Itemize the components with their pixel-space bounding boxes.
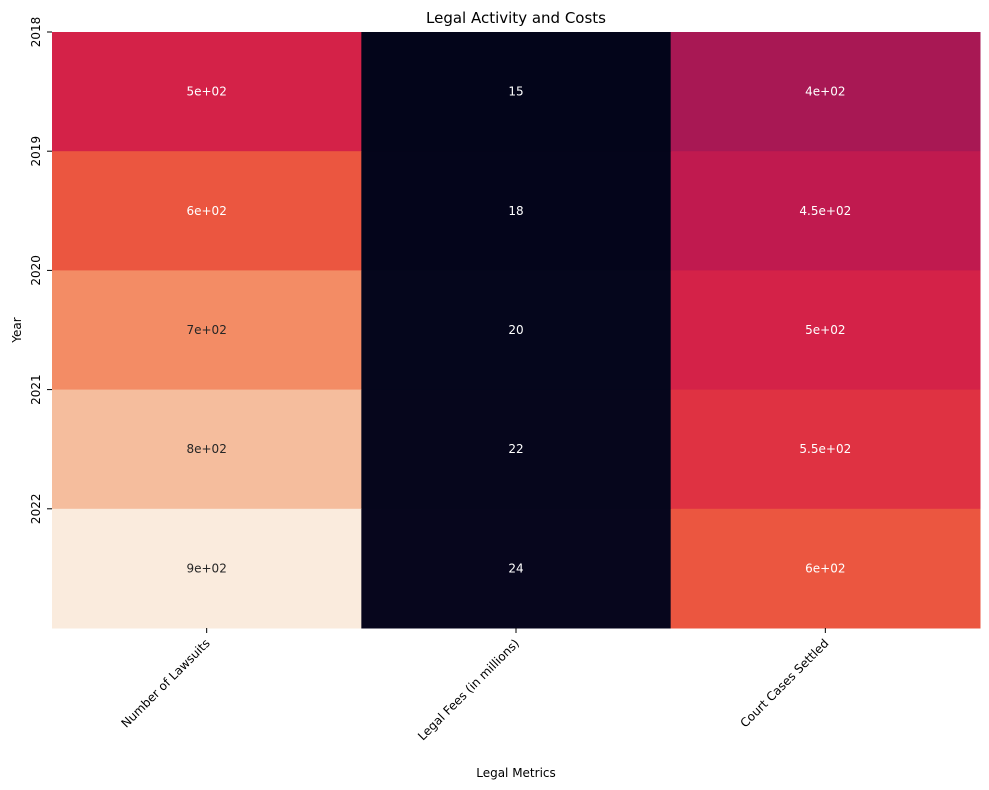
cell-value-label: 22 bbox=[508, 442, 523, 456]
y-tick-label: 2018 bbox=[29, 17, 43, 48]
heatmap-cell bbox=[52, 32, 362, 152]
x-tick-label: Legal Fees (in millions) bbox=[415, 636, 522, 743]
y-axis: 2018 2019 2020 2021 2022 bbox=[29, 17, 52, 524]
x-axis: Number of Lawsuits Legal Fees (in million… bbox=[118, 628, 831, 743]
cell-value-label: 8e+02 bbox=[186, 442, 226, 456]
cell-value-label: 7e+02 bbox=[186, 323, 226, 337]
y-tick-label: 2022 bbox=[29, 494, 43, 525]
cell-value-label: 5.5e+02 bbox=[799, 442, 851, 456]
x-axis-label: Legal Metrics bbox=[476, 766, 556, 780]
heatmap-cell bbox=[670, 389, 981, 510]
cell-value-label: 5e+02 bbox=[186, 85, 226, 99]
y-axis-label: Year bbox=[10, 317, 24, 343]
heatmap-cell bbox=[52, 389, 362, 510]
heatmap-cell bbox=[670, 151, 981, 271]
heatmap-cell bbox=[52, 151, 362, 271]
heatmap-cell bbox=[361, 151, 672, 271]
heatmap-cell bbox=[52, 270, 362, 391]
x-tick-label: Court Cases Settled bbox=[737, 636, 831, 730]
cell-value-label: 24 bbox=[508, 561, 523, 575]
heatmap-cell bbox=[670, 270, 981, 391]
y-tick-label: 2020 bbox=[29, 255, 43, 286]
cell-value-label: 20 bbox=[508, 323, 523, 337]
heatmap-cell bbox=[361, 32, 672, 152]
cell-value-label: 4.5e+02 bbox=[799, 204, 851, 218]
cell-value-label: 4e+02 bbox=[805, 85, 845, 99]
heatmap-cell bbox=[361, 508, 672, 629]
y-tick-label: 2021 bbox=[29, 374, 43, 405]
cell-value-label: 9e+02 bbox=[186, 561, 226, 575]
cell-value-label: 6e+02 bbox=[805, 561, 845, 575]
cell-value-label: 18 bbox=[508, 204, 523, 218]
heatmap-cell bbox=[361, 389, 672, 510]
chart-title: Legal Activity and Costs bbox=[426, 9, 606, 27]
heatmap-cells: 5e+02 15 4e+02 6e+02 18 4.5e+02 7e+02 20 5e+02 8e… bbox=[52, 32, 981, 629]
heatmap-cell bbox=[670, 508, 981, 629]
heatmap-cell bbox=[670, 32, 981, 152]
cell-value-label: 5e+02 bbox=[805, 323, 845, 337]
y-tick-label: 2019 bbox=[29, 136, 43, 167]
cell-value-label: 15 bbox=[508, 85, 523, 99]
x-tick-label: Number of Lawsuits bbox=[118, 636, 212, 730]
cell-value-label: 6e+02 bbox=[186, 204, 226, 218]
heatmap-cell bbox=[361, 270, 672, 391]
heatmap-cell bbox=[52, 508, 362, 629]
